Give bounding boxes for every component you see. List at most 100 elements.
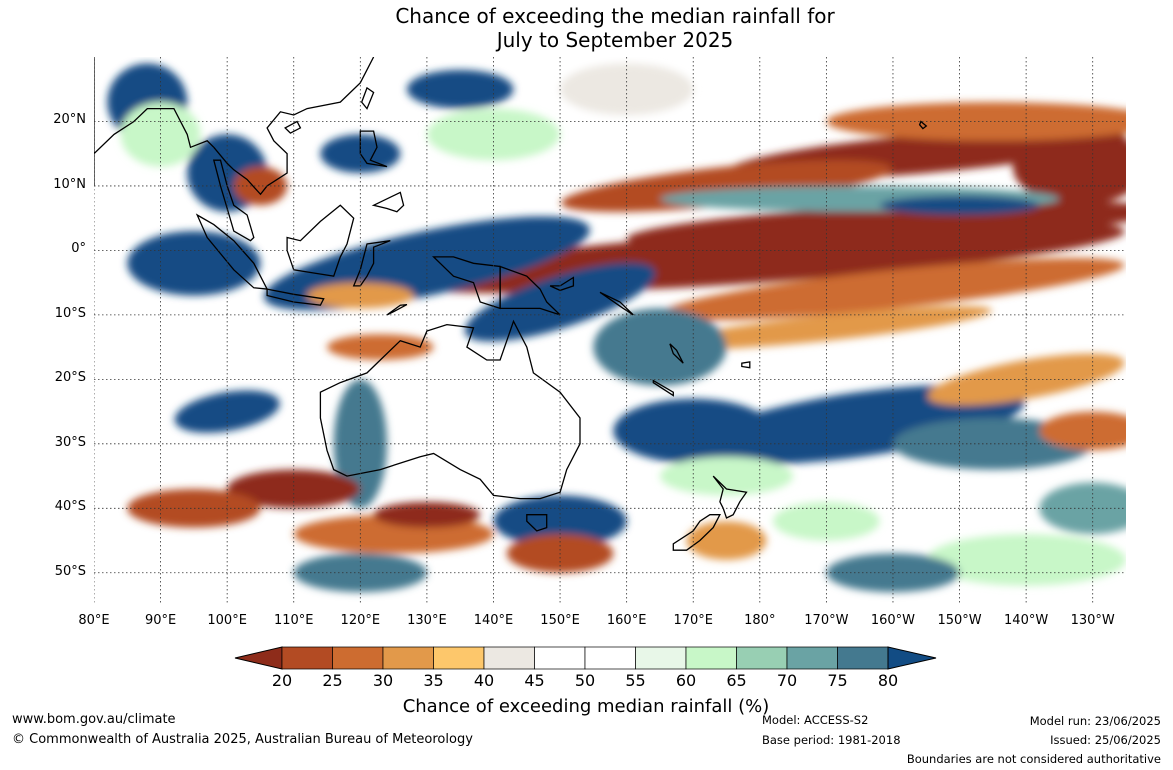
probability-region [307,282,414,309]
colorbar-min-arrow [234,646,283,670]
coastline-newbritain [549,276,575,292]
coastline-malay [212,159,255,242]
coastline-hawaii [918,120,928,130]
longitude-label: 110°E [273,613,314,628]
issued-date: Issued: 25/06/2025 [1050,733,1161,747]
probability-region [373,501,481,528]
longitude-label: 100°E [207,613,247,628]
longitude-label: 140°E [473,613,514,628]
colorbar-title: Chance of exceeding median rainfall (%) [402,696,770,717]
longitude-label: 150°E [540,613,580,628]
colorbar-tick-label: 50 [574,671,596,690]
rainfall-probability-map [94,0,1126,605]
longitude-label: 80°E [78,613,110,628]
probability-region [233,166,288,206]
latitude-label: 10°N [53,176,86,192]
longitude-label: 140°W [1004,613,1049,628]
coastline-mindanao [371,191,405,213]
colorbar-segment [433,646,485,670]
colorbar-segment [685,646,737,670]
longitude-label: 170°W [804,613,849,628]
colorbar-segment [837,646,889,670]
coastline-borneo [286,204,355,277]
coastlines [94,0,928,551]
colorbar-segment [584,646,636,670]
probability-region [1012,127,1126,206]
probability-region [613,398,774,464]
colorbar-tick-label: 40 [473,671,495,690]
probability-region [826,553,960,593]
colorbar-max-arrow [887,646,937,670]
probability-region [174,390,280,433]
coastline-nguinea [431,256,501,310]
coastline-japan [420,0,500,51]
latitude-label: 0° [71,241,86,257]
longitude-label: 170°E [673,613,713,628]
colorbar-segment [635,646,687,670]
probability-region [127,231,261,296]
colorbar-segment [281,646,333,670]
latitude-label: 20°N [53,112,86,128]
coastline-hainan [284,120,302,134]
coastline-timor [386,303,408,316]
model-name: Model: ACCESS-S2 [762,713,869,727]
map-title: Chance of exceeding the median rainfall … [0,4,1173,52]
colorbar-tick-label: 35 [423,671,444,690]
copyright-text: © Commonwealth of Australia 2025, Austra… [12,732,473,747]
colorbar-tick-label: 60 [675,671,697,690]
longitude-label: 150°W [937,613,982,628]
longitude-label: 130°W [1070,613,1115,628]
coastline-taiwan [360,86,375,110]
coastline-png [499,265,561,316]
probability-region [694,385,1025,464]
coastline-sumatra [195,213,269,290]
model-run-date: Model run: 23/06/2025 [1029,714,1161,728]
probability-region [660,306,992,350]
colorbar-tick-label: 80 [877,671,899,690]
probability-region [593,308,727,386]
latitude-label: 10°S [54,305,86,321]
colorbar-segment [332,646,384,670]
coastline-nz_north [712,475,748,519]
probability-region [1039,411,1126,451]
colorbar-segment [534,646,586,670]
coastline-bay [94,107,215,155]
colorbar-segment [736,646,788,670]
website-link[interactable]: www.bom.gov.au/climate [12,712,176,727]
graticule [94,57,1126,605]
colorbar-tick-label: 65 [726,671,747,690]
colorbar-segment [382,646,434,670]
coastline-newcal [652,379,674,397]
latitude-label: 40°S [54,499,86,515]
probability-region [406,69,514,109]
colorbar-tick-label: 25 [322,671,343,690]
coastline-sulawesi [352,240,391,287]
coastline-nz_south [672,514,721,551]
probability-region [293,553,427,593]
longitude-label: 160°E [606,613,647,628]
longitude-label: 120°E [340,613,381,628]
longitude-label: 90°E [144,613,177,628]
colorbar-tick-label: 20 [271,671,293,690]
longitude-label: 130°E [407,613,447,628]
probability-region [627,200,1126,249]
probability-region [227,469,361,509]
coastline-australia [319,319,581,500]
base-period: Base period: 1981-2018 [762,733,901,747]
coastline-indochina [213,57,375,196]
coastline-luzon [359,130,388,168]
longitude-label: 160°W [870,613,916,628]
coastline-fiji [741,361,751,369]
colorbar-tick-label: 45 [524,671,545,690]
latitude-label: 20°S [54,370,86,386]
probability-region [686,521,767,560]
probability-region [826,102,1126,141]
colorbar-segment [786,646,838,670]
colorbar [234,646,937,670]
boundaries-disclaimer: Boundaries are not considered authoritat… [906,752,1161,766]
longitude-label: 180° [744,613,776,628]
colorbar-tick-label: 55 [625,671,646,690]
latitude-label: 30°S [54,434,86,450]
probability-region [327,334,434,361]
colorbar-tick-label: 75 [827,671,848,690]
